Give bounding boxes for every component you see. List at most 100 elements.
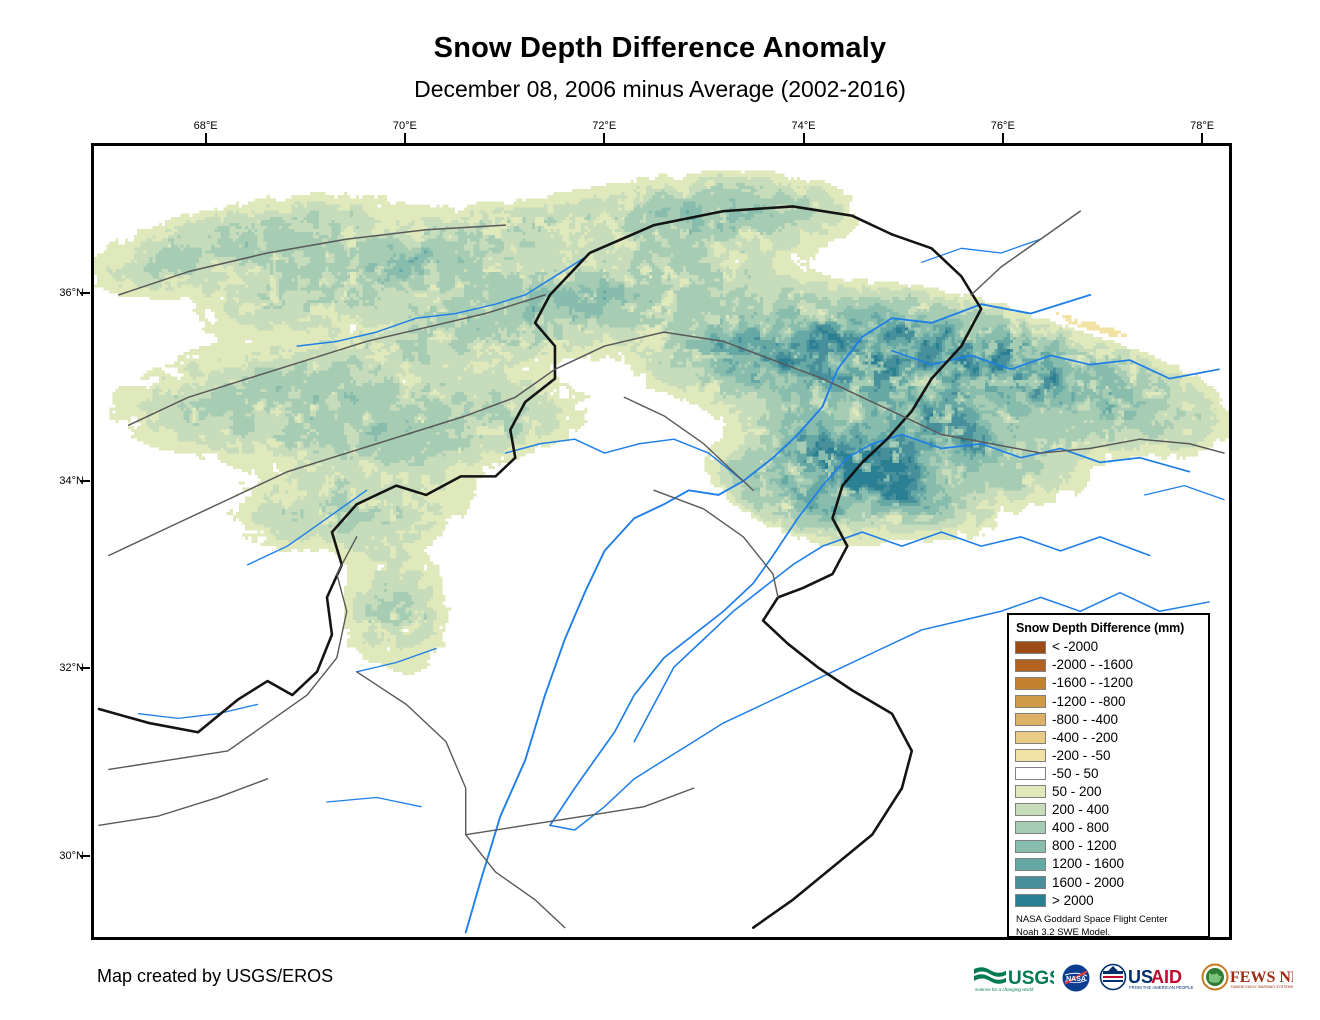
river-tributary-w xyxy=(137,703,259,720)
legend-color-swatch xyxy=(1015,875,1046,889)
legend-row: -1200 - -800 xyxy=(1015,692,1203,710)
svg-text:FROM THE AMERICAN PEOPLE: FROM THE AMERICAN PEOPLE xyxy=(1129,985,1194,990)
anomaly-class-9 xyxy=(106,173,1220,651)
svg-text:US: US xyxy=(1128,967,1153,987)
legend-credit-line2: Noah 3.2 SWE Model. xyxy=(1016,926,1110,938)
admin-boundary-afg-1 xyxy=(108,368,556,557)
legend-color-swatch xyxy=(1015,712,1046,726)
legend-label: 50 - 200 xyxy=(1052,784,1102,800)
admin-boundary-sindh-punjab xyxy=(356,671,566,929)
river-kokcha xyxy=(296,256,586,347)
river-gomal xyxy=(356,647,437,673)
anomaly-class-12 xyxy=(399,210,1115,516)
legend-credit: NASA Goddard Space Flight Center Noah 3.… xyxy=(1015,914,1203,938)
svg-text:USGS: USGS xyxy=(1008,968,1054,989)
admin-boundary-punjab-s xyxy=(465,787,695,836)
longitude-label: 74°E xyxy=(791,120,816,132)
legend-color-swatch xyxy=(1015,749,1046,763)
legend-credit-line1: NASA Goddard Space Flight Center xyxy=(1016,914,1168,926)
river-ravi xyxy=(692,591,1210,743)
legend-row: 1600 - 2000 xyxy=(1015,873,1203,891)
river-indus xyxy=(464,293,1092,934)
agency-logos: USGS science for a changing world NASA U… xyxy=(972,961,1293,995)
anomaly-class-13 xyxy=(716,324,1060,510)
longitude-label: 70°E xyxy=(392,120,417,132)
legend-panel: Snow Depth Difference (mm) < -2000 -2000 … xyxy=(1007,613,1210,938)
legend-label: < -2000 xyxy=(1052,639,1099,655)
svg-text:FAMINE EARLY WARNING SYSTEMS N: FAMINE EARLY WARNING SYSTEMS NETWORK xyxy=(1231,985,1293,989)
longitude-label: 72°E xyxy=(592,120,617,132)
latitude-label: 34°N xyxy=(59,474,84,487)
border-india-pakistan xyxy=(751,233,983,929)
admin-boundary-balochistan-n xyxy=(108,536,358,771)
legend-label: 800 - 1200 xyxy=(1052,838,1117,854)
longitude-tick xyxy=(802,133,805,143)
legend-row: -50 - 50 xyxy=(1015,765,1203,783)
usaid-logo: US AID FROM THE AMERICAN PEOPLE xyxy=(1098,963,1194,993)
legend-row: -200 - -50 xyxy=(1015,747,1203,765)
legend-row: -800 - -400 xyxy=(1015,710,1203,728)
legend-label: -1200 - -800 xyxy=(1052,693,1126,709)
legend-color-swatch xyxy=(1015,857,1046,871)
anomaly-class-6 xyxy=(1056,312,1128,337)
legend-color-swatch xyxy=(1015,821,1046,835)
page-subtitle: December 08, 2006 minus Average (2002-20… xyxy=(414,76,906,102)
snow-depth-anomaly-raster xyxy=(94,146,1229,937)
longitude-tick xyxy=(1201,133,1204,143)
longitude-label: 78°E xyxy=(1190,120,1215,132)
legend-label: -1600 - -1200 xyxy=(1052,675,1134,691)
legend-color-swatch xyxy=(1015,731,1046,745)
river-shyok xyxy=(891,349,1220,380)
legend-color-swatch xyxy=(1015,767,1046,781)
latitude-tick xyxy=(80,667,90,670)
page-title: Snow Depth Difference Anomaly xyxy=(433,32,887,64)
legend-color-swatch xyxy=(1015,640,1046,654)
legend-label: 1600 - 2000 xyxy=(1052,874,1125,890)
river-ne-trib xyxy=(1144,484,1225,501)
river-tributary-s xyxy=(326,796,422,808)
legend-row: -400 - -200 xyxy=(1015,728,1203,746)
footer-credit: Map created by USGS/EROS xyxy=(97,966,334,986)
legend-label: > 2000 xyxy=(1052,892,1094,908)
legend-label: 400 - 800 xyxy=(1052,820,1110,836)
svg-text:AID: AID xyxy=(1151,967,1182,987)
anomaly-class-8 xyxy=(94,170,1229,676)
legend-label: 200 - 400 xyxy=(1052,802,1110,818)
legend-label: -800 - -400 xyxy=(1052,711,1119,727)
svg-text:science for a changing world: science for a changing world xyxy=(975,987,1034,992)
river-hunza xyxy=(921,238,1042,263)
legend-label: -2000 - -1600 xyxy=(1052,657,1134,673)
nasa-logo: NASA xyxy=(1061,963,1091,993)
river-sutlej-lower xyxy=(549,740,695,831)
legend-title: Snow Depth Difference (mm) xyxy=(1016,621,1185,635)
legend-row: < -2000 xyxy=(1015,638,1203,656)
legend-color-swatch xyxy=(1015,839,1046,853)
legend-label: -400 - -200 xyxy=(1052,729,1119,745)
longitude-label: 68°E xyxy=(193,120,218,132)
admin-boundary-hazara xyxy=(623,396,754,491)
latitude-tick xyxy=(80,854,90,857)
legend-row: > 2000 xyxy=(1015,891,1203,909)
fewsnet-logo: FEWS NET FAMINE EARLY WARNING SYSTEMS NE… xyxy=(1201,963,1293,993)
legend-color-swatch xyxy=(1015,893,1046,907)
legend-row: 200 - 400 xyxy=(1015,801,1203,819)
legend-color-swatch xyxy=(1015,658,1046,672)
legend-label: -200 - -50 xyxy=(1052,747,1111,763)
latitude-label: 30°N xyxy=(59,849,84,862)
legend-color-swatch xyxy=(1015,803,1046,817)
svg-text:NASA: NASA xyxy=(1066,976,1086,983)
border-afghanistan-pakistan xyxy=(97,205,894,734)
latitude-label: 36°N xyxy=(59,287,84,300)
admin-boundary-pak-north xyxy=(554,331,824,380)
legend-row: 50 - 200 xyxy=(1015,783,1203,801)
legend-items: < -2000 -2000 - -1600 -1600 - -1200 -1200 -… xyxy=(1015,638,1203,909)
longitude-tick xyxy=(1001,133,1004,143)
legend-row: -1600 - -1200 xyxy=(1015,674,1203,692)
longitude-label: 76°E xyxy=(990,120,1015,132)
river-kurram xyxy=(246,489,368,566)
admin-boundary-ne xyxy=(970,210,1082,296)
legend-color-swatch xyxy=(1015,676,1046,690)
legend-row: 1200 - 1600 xyxy=(1015,855,1203,873)
admin-boundary-afg-2 xyxy=(127,294,546,426)
